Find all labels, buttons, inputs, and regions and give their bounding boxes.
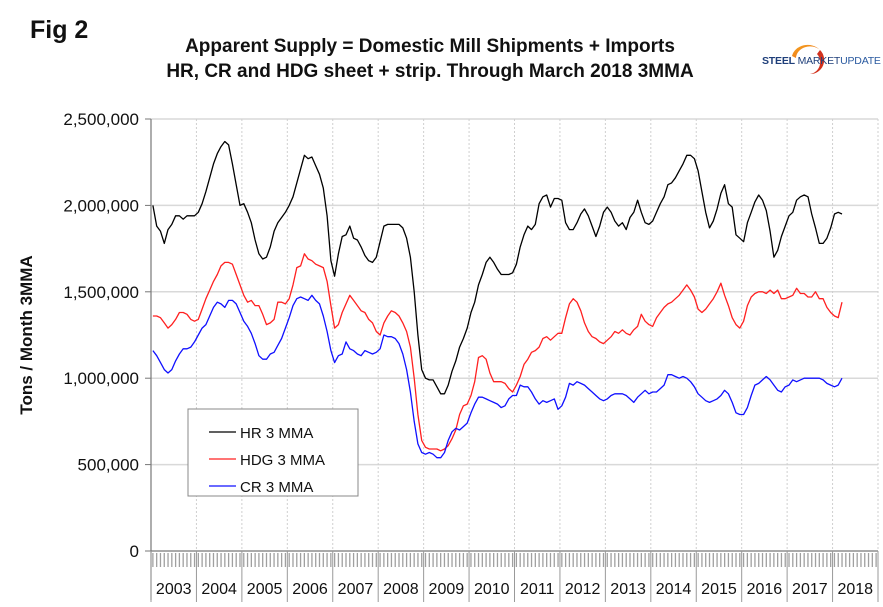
logo-arc-top [792,44,820,58]
steel-market-update-logo: STEEL MARKETUPDATE [762,40,882,74]
x-tick-label: 2007 [338,581,374,598]
series-line-cr-3-mma [152,294,843,459]
x-tick-label: 2016 [747,581,783,598]
x-tick-label: 2010 [474,581,510,598]
y-tick-label: 1,500,000 [63,283,139,302]
chart-title: Apparent Supply = Domestic Mill Shipment… [120,34,740,84]
axes [145,118,879,602]
x-tick-label: 2009 [429,581,465,598]
x-tick-label: 2006 [292,581,328,598]
logo-arc-icon [792,44,825,74]
logo-word-update: UPDATE [840,55,881,67]
x-tick-label: 2014 [656,581,692,598]
legend-box [187,408,359,497]
logo-word-market: MARKET [797,55,841,67]
x-tick-label: 2004 [201,581,237,598]
series-line-hdg-3-mma [152,253,843,452]
y-tick-label: 2,000,000 [63,196,139,215]
x-tick-label: 2018 [837,581,873,598]
chart-title-line1: Apparent Supply = Domestic Mill Shipment… [185,36,675,57]
y-tick-label: 0 [130,542,139,561]
x-tick-label: 2013 [610,581,646,598]
x-tick-label: 2012 [565,581,601,598]
figure-label: Fig 2 [30,16,89,44]
legend-label: CR 3 MMA [240,479,313,496]
y-tick-label: 500,000 [78,456,139,475]
chart-title-line2: HR, CR and HDG sheet + strip. Through Ma… [166,61,694,82]
x-tick-label: 2003 [156,581,192,598]
legend-label: HR 3 MMA [240,425,313,442]
x-tick-label: 2015 [701,581,737,598]
tick-labels: 0 500,000 1,000,000 1,500,000 2,000,000 2,500… [63,110,873,598]
series-line-hr-3-mma [152,140,843,395]
logo-arc-right [810,50,825,74]
x-tick-label: 2005 [247,581,283,598]
y-tick-label: 2,500,000 [63,110,139,129]
series-lines [152,140,843,459]
x-tick-label: 2017 [792,581,828,598]
legend: HR 3 MMA HDG 3 MMA CR 3 MMA [187,408,359,497]
y-tick-label: 1,000,000 [63,369,139,388]
x-tick-label: 2011 [520,581,555,598]
logo-text: STEEL MARKETUPDATE [762,55,881,67]
y-axis-label: Tons / Month 3MMA [17,255,36,414]
logo-word-steel: STEEL [762,55,795,67]
x-tick-label: 2008 [383,581,419,598]
legend-label: HDG 3 MMA [240,452,325,469]
